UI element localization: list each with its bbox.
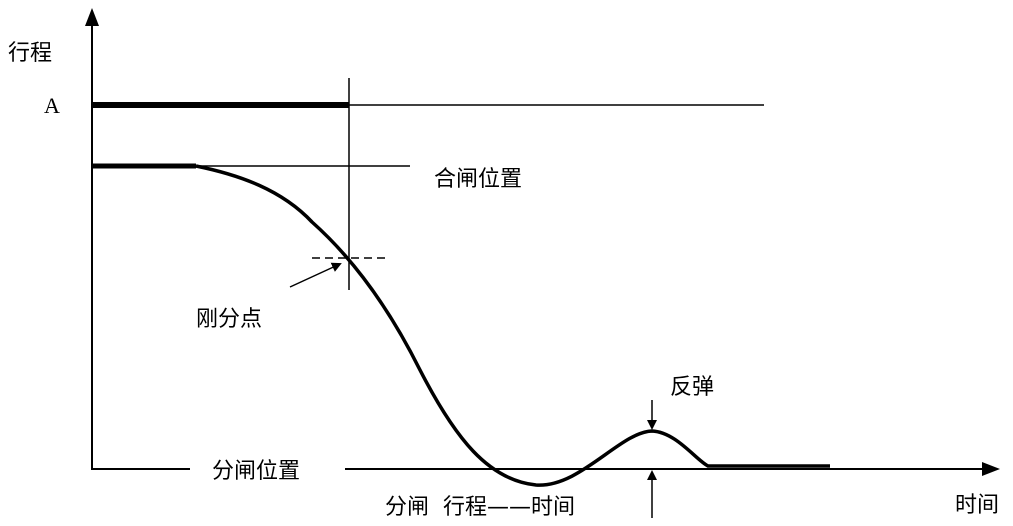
diagram-caption: 分闸 行程——时间	[385, 495, 575, 520]
y-axis-label: 行程	[8, 41, 52, 66]
y-axis-arrowhead	[85, 8, 99, 26]
contact-separation-point-label: 刚分点	[196, 307, 262, 332]
travel-curve	[196, 166, 830, 485]
x-axis-arrowhead	[982, 462, 1000, 476]
level-a-label: A	[44, 93, 60, 118]
x-axis-label: 时间	[955, 493, 999, 518]
open-position-label: 分闸位置	[212, 459, 300, 484]
rebound-label: 反弹	[670, 375, 714, 400]
closed-position-label: 合闸位置	[434, 167, 522, 192]
contact-separation-pointer-arrow	[290, 264, 340, 287]
